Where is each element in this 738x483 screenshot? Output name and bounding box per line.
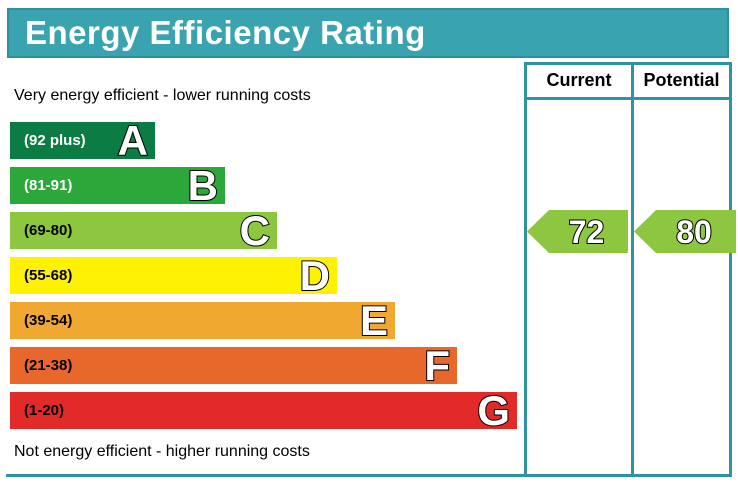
page-title: Energy Efficiency Rating [7,8,729,58]
band-range: (92 plus) [24,132,86,149]
caption-not-efficient: Not energy efficient - higher running co… [14,443,310,460]
band-range: (1-20) [24,402,65,419]
table-top-line [524,62,732,65]
band-letter: F [423,341,451,389]
band-range: (39-54) [24,312,73,329]
caption-very-efficient: Very energy efficient - lower running co… [14,87,311,104]
band-c: (69-80) C [10,206,277,254]
band-letter: G [476,386,511,434]
band-range: (21-38) [24,357,73,374]
table-header-underline [524,97,732,100]
current-rating-arrow: 72 [527,210,628,253]
current-rating-value: 72 [568,213,606,250]
band-e: (39-54) E [10,296,395,344]
potential-rating-value: 80 [675,213,713,250]
table-vline-left [524,62,527,477]
band-f: (21-38) F [10,341,457,389]
band-d: (55-68) D [10,251,337,299]
band-letter: A [117,116,149,164]
band-range: (81-91) [24,177,73,194]
band-a: (92 plus) A [10,116,155,164]
band-range: (69-80) [24,222,73,239]
band-letter: B [187,161,219,209]
band-range: (55-68) [24,267,73,284]
column-header-current: Current [546,69,612,90]
band-letter: E [359,296,389,344]
table-vline-middle [631,62,634,477]
band-b: (81-91) B [10,161,225,209]
table-bottom-line [6,474,732,477]
band-letter: C [239,206,271,254]
band-g: (1-20) G [10,386,517,434]
column-header-potential: Potential [643,69,720,90]
band-letter: D [299,251,331,299]
potential-rating-arrow: 80 [634,210,736,253]
table-vline-right [729,62,732,477]
